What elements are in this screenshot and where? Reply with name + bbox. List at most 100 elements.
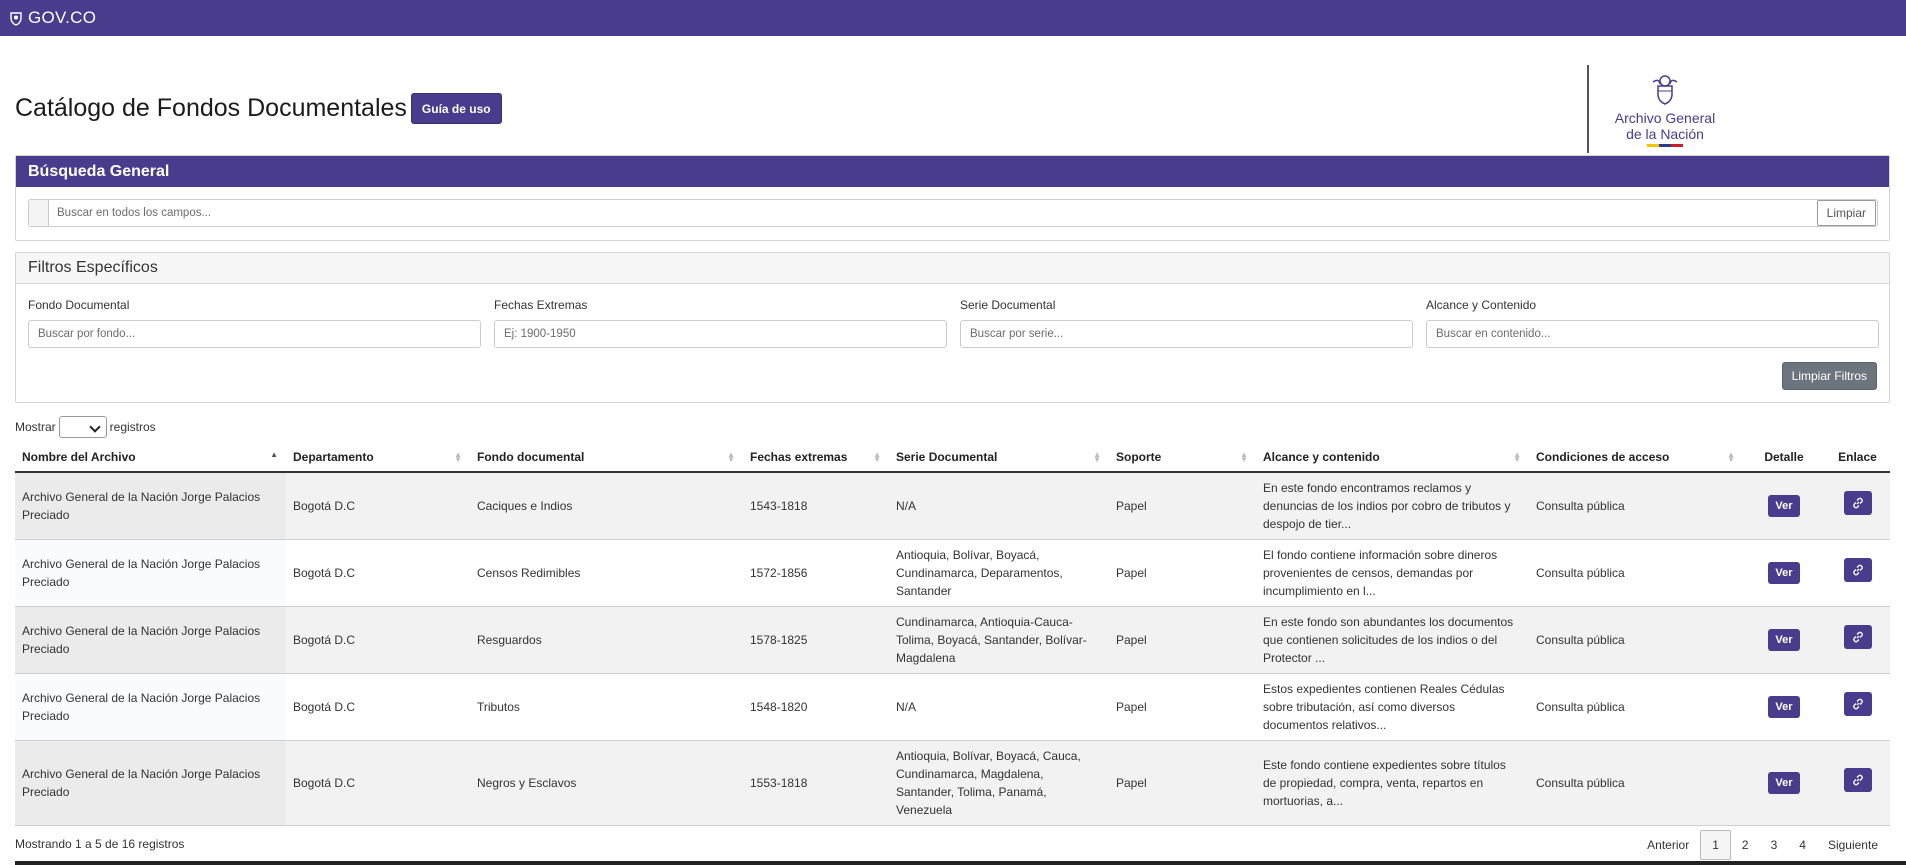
cell-alcance: El fondo contiene información sobre dine… — [1256, 539, 1529, 607]
link-button[interactable] — [1843, 625, 1872, 649]
cell-enlace — [1825, 472, 1890, 540]
cell-nombre: Archivo General de la Nación Jorge Palac… — [15, 539, 286, 607]
cell-alcance: Este fondo contiene expedientes sobre tí… — [1256, 740, 1529, 826]
cell-nombre: Archivo General de la Nación Jorge Palac… — [15, 740, 286, 826]
cell-fechas: 1578-1825 — [743, 606, 889, 674]
table-row: Archivo General de la Nación Jorge Palac… — [15, 740, 1890, 826]
cell-enlace — [1825, 539, 1890, 607]
cell-serie: Antioquia, Bolívar, Boyacá, Cundinamarca… — [889, 539, 1109, 607]
cell-detalle: Ver — [1743, 539, 1825, 607]
clear-search-button[interactable]: Limpiar — [1816, 200, 1876, 226]
col-header-fondo[interactable]: Fondo documental ▲ ▼ — [470, 443, 743, 473]
pagination-previous[interactable]: Anterior — [1647, 838, 1690, 852]
filter-fechas-input[interactable] — [494, 320, 947, 348]
cell-nombre: Archivo General de la Nación Jorge Palac… — [15, 606, 286, 674]
ver-button[interactable]: Ver — [1768, 695, 1800, 718]
pagination-next[interactable]: Siguiente — [1827, 838, 1878, 852]
filter-serie-label: Serie Documental — [960, 298, 1056, 312]
col-header-fechas[interactable]: Fechas extremas ▲ ▼ — [743, 443, 889, 473]
pagination-page-4[interactable]: 4 — [1799, 838, 1806, 852]
cell-enlace — [1825, 606, 1890, 674]
col-header-serie[interactable]: Serie Documental ▲ ▼ — [889, 443, 1109, 473]
col-header-detalle: Detalle — [1743, 443, 1825, 473]
specific-filters-panel: Filtros Específicos Fondo Documental Fec… — [15, 252, 1890, 403]
page-length-select[interactable] — [58, 416, 107, 438]
ver-button[interactable]: Ver — [1768, 494, 1800, 517]
filter-alcance-input[interactable] — [1426, 320, 1879, 348]
cell-departamento: Bogotá D.C — [286, 606, 470, 674]
ver-button[interactable]: Ver — [1768, 628, 1800, 651]
sort-icon: ▲ ▼ — [454, 450, 462, 464]
cell-enlace — [1825, 673, 1890, 741]
table-row: Archivo General de la Nación Jorge Palac… — [15, 539, 1890, 607]
cell-fechas: 1543-1818 — [743, 472, 889, 540]
ver-button[interactable]: Ver — [1768, 561, 1800, 584]
cell-serie: Antioquia, Bolívar, Boyacá, Cauca, Cundi… — [889, 740, 1109, 826]
cell-condiciones: Consulta pública — [1529, 673, 1743, 741]
cell-enlace — [1825, 740, 1890, 826]
cell-soporte: Papel — [1109, 606, 1256, 674]
filter-serie-input[interactable] — [960, 320, 1413, 348]
sort-icon: ▲ ▼ — [727, 450, 735, 464]
pagination-page-1[interactable]: 1 — [1700, 830, 1731, 860]
sort-asc-icon: ▲ — [270, 450, 278, 459]
table-row: Archivo General de la Nación Jorge Palac… — [15, 673, 1890, 741]
cell-departamento: Bogotá D.C — [286, 539, 470, 607]
filter-fondo-label: Fondo Documental — [28, 298, 130, 312]
cell-detalle: Ver — [1743, 740, 1825, 826]
filter-fondo-input[interactable] — [28, 320, 481, 348]
cell-condiciones: Consulta pública — [1529, 740, 1743, 826]
cell-soporte: Papel — [1109, 472, 1256, 540]
general-search-heading: Búsqueda General — [16, 156, 1889, 187]
guide-button[interactable]: Guía de uso — [410, 93, 502, 124]
page-title: Catálogo de Fondos Documentales — [15, 94, 407, 122]
specific-filters-heading: Filtros Específicos — [16, 253, 1889, 284]
gov-co-text: GOV.CO — [28, 8, 97, 27]
filter-fechas: Fechas Extremas — [494, 298, 947, 348]
col-header-condiciones[interactable]: Condiciones de acceso ▲ ▼ — [1529, 443, 1743, 473]
pagination-page-2[interactable]: 2 — [1741, 838, 1749, 852]
general-search-group: Limpiar — [28, 199, 1878, 227]
cell-serie: Cundinamarca, Antioquia-Cauca-Tolima, Bo… — [889, 606, 1109, 674]
cell-serie: N/A — [889, 673, 1109, 741]
reset-filters-button[interactable]: Limpiar Filtros — [1781, 362, 1877, 390]
cell-fondo: Censos Redimibles — [470, 539, 743, 607]
link-icon — [1852, 631, 1863, 643]
link-button[interactable] — [1843, 692, 1872, 716]
link-button[interactable] — [1843, 491, 1872, 516]
cell-nombre: Archivo General de la Nación Jorge Palac… — [15, 472, 286, 540]
cell-condiciones: Consulta pública — [1529, 606, 1743, 674]
col-header-alcance[interactable]: Alcance y contenido ▲ ▼ — [1256, 443, 1529, 473]
cell-detalle: Ver — [1743, 606, 1825, 674]
general-search-panel: Búsqueda General Limpiar — [15, 155, 1890, 241]
cell-departamento: Bogotá D.C — [286, 472, 470, 540]
cell-fondo: Negros y Esclavos — [470, 740, 743, 826]
sort-icon: ▲ ▼ — [1727, 450, 1735, 464]
cell-serie: N/A — [889, 472, 1109, 540]
ver-button[interactable]: Ver — [1768, 771, 1800, 794]
table-row: Archivo General de la Nación Jorge Palac… — [15, 472, 1890, 540]
cell-soporte: Papel — [1109, 740, 1256, 826]
col-header-soporte[interactable]: Soporte ▲ ▼ — [1109, 443, 1256, 473]
filter-fechas-label: Fechas Extremas — [494, 298, 588, 312]
sort-icon: ▲ ▼ — [1513, 450, 1521, 464]
table-info: Mostrando 1 a 5 de 16 registros — [15, 837, 185, 851]
pagination-page-3[interactable]: 3 — [1770, 838, 1778, 852]
agn-logo-line1: Archivo General — [1614, 110, 1716, 126]
cell-fondo: Tributos — [470, 673, 743, 741]
cell-fechas: 1548-1820 — [743, 673, 889, 741]
filter-alcance-label: Alcance y Contenido — [1426, 298, 1537, 312]
col-header-departamento[interactable]: Departamento ▲ ▼ — [286, 443, 470, 473]
general-search-input[interactable] — [49, 200, 1817, 226]
cell-detalle: Ver — [1743, 673, 1825, 741]
pagination: Anterior 1 2 3 4 Siguiente — [1636, 830, 1889, 860]
cell-fondo: Resguardos — [470, 606, 743, 674]
cell-fondo: Caciques e Indios — [470, 472, 743, 540]
col-header-enlace: Enlace — [1825, 443, 1890, 473]
link-button[interactable] — [1843, 558, 1872, 582]
sort-icon: ▲ ▼ — [1093, 450, 1101, 464]
gov-co-logo[interactable]: GOV.CO — [8, 8, 96, 28]
col-header-nombre[interactable]: Nombre del Archivo ▲ — [15, 443, 286, 473]
link-button[interactable] — [1843, 768, 1872, 792]
cell-departamento: Bogotá D.C — [286, 673, 470, 741]
